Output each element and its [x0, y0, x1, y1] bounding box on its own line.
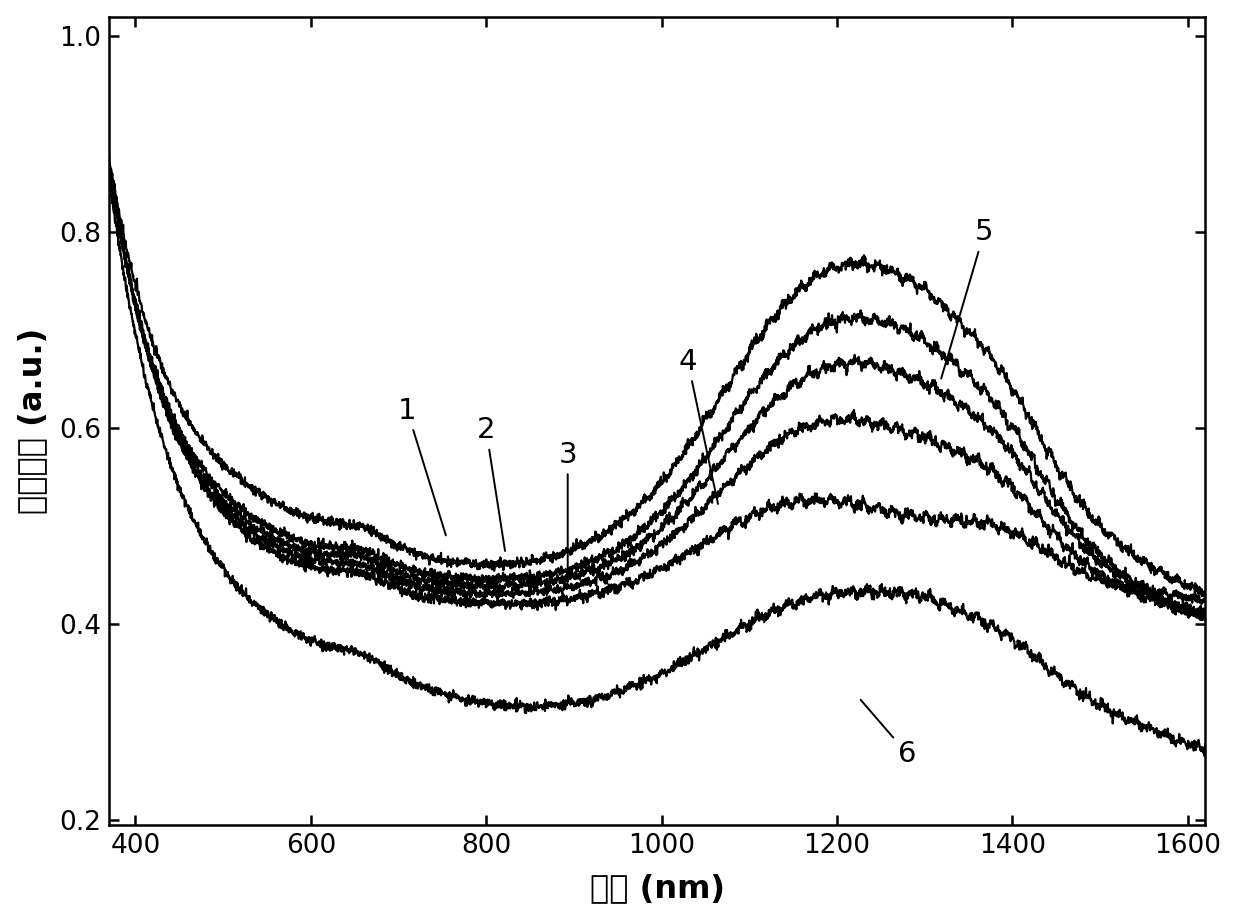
Text: 4: 4: [678, 347, 718, 504]
Text: 3: 3: [558, 440, 577, 567]
Text: 6: 6: [861, 700, 916, 767]
X-axis label: 波长 (nm): 波长 (nm): [590, 873, 724, 904]
Text: 5: 5: [941, 218, 993, 379]
Text: 1: 1: [398, 397, 446, 535]
Y-axis label: 吸收强度 (a.u.): 吸收强度 (a.u.): [16, 328, 47, 514]
Text: 2: 2: [477, 416, 505, 551]
